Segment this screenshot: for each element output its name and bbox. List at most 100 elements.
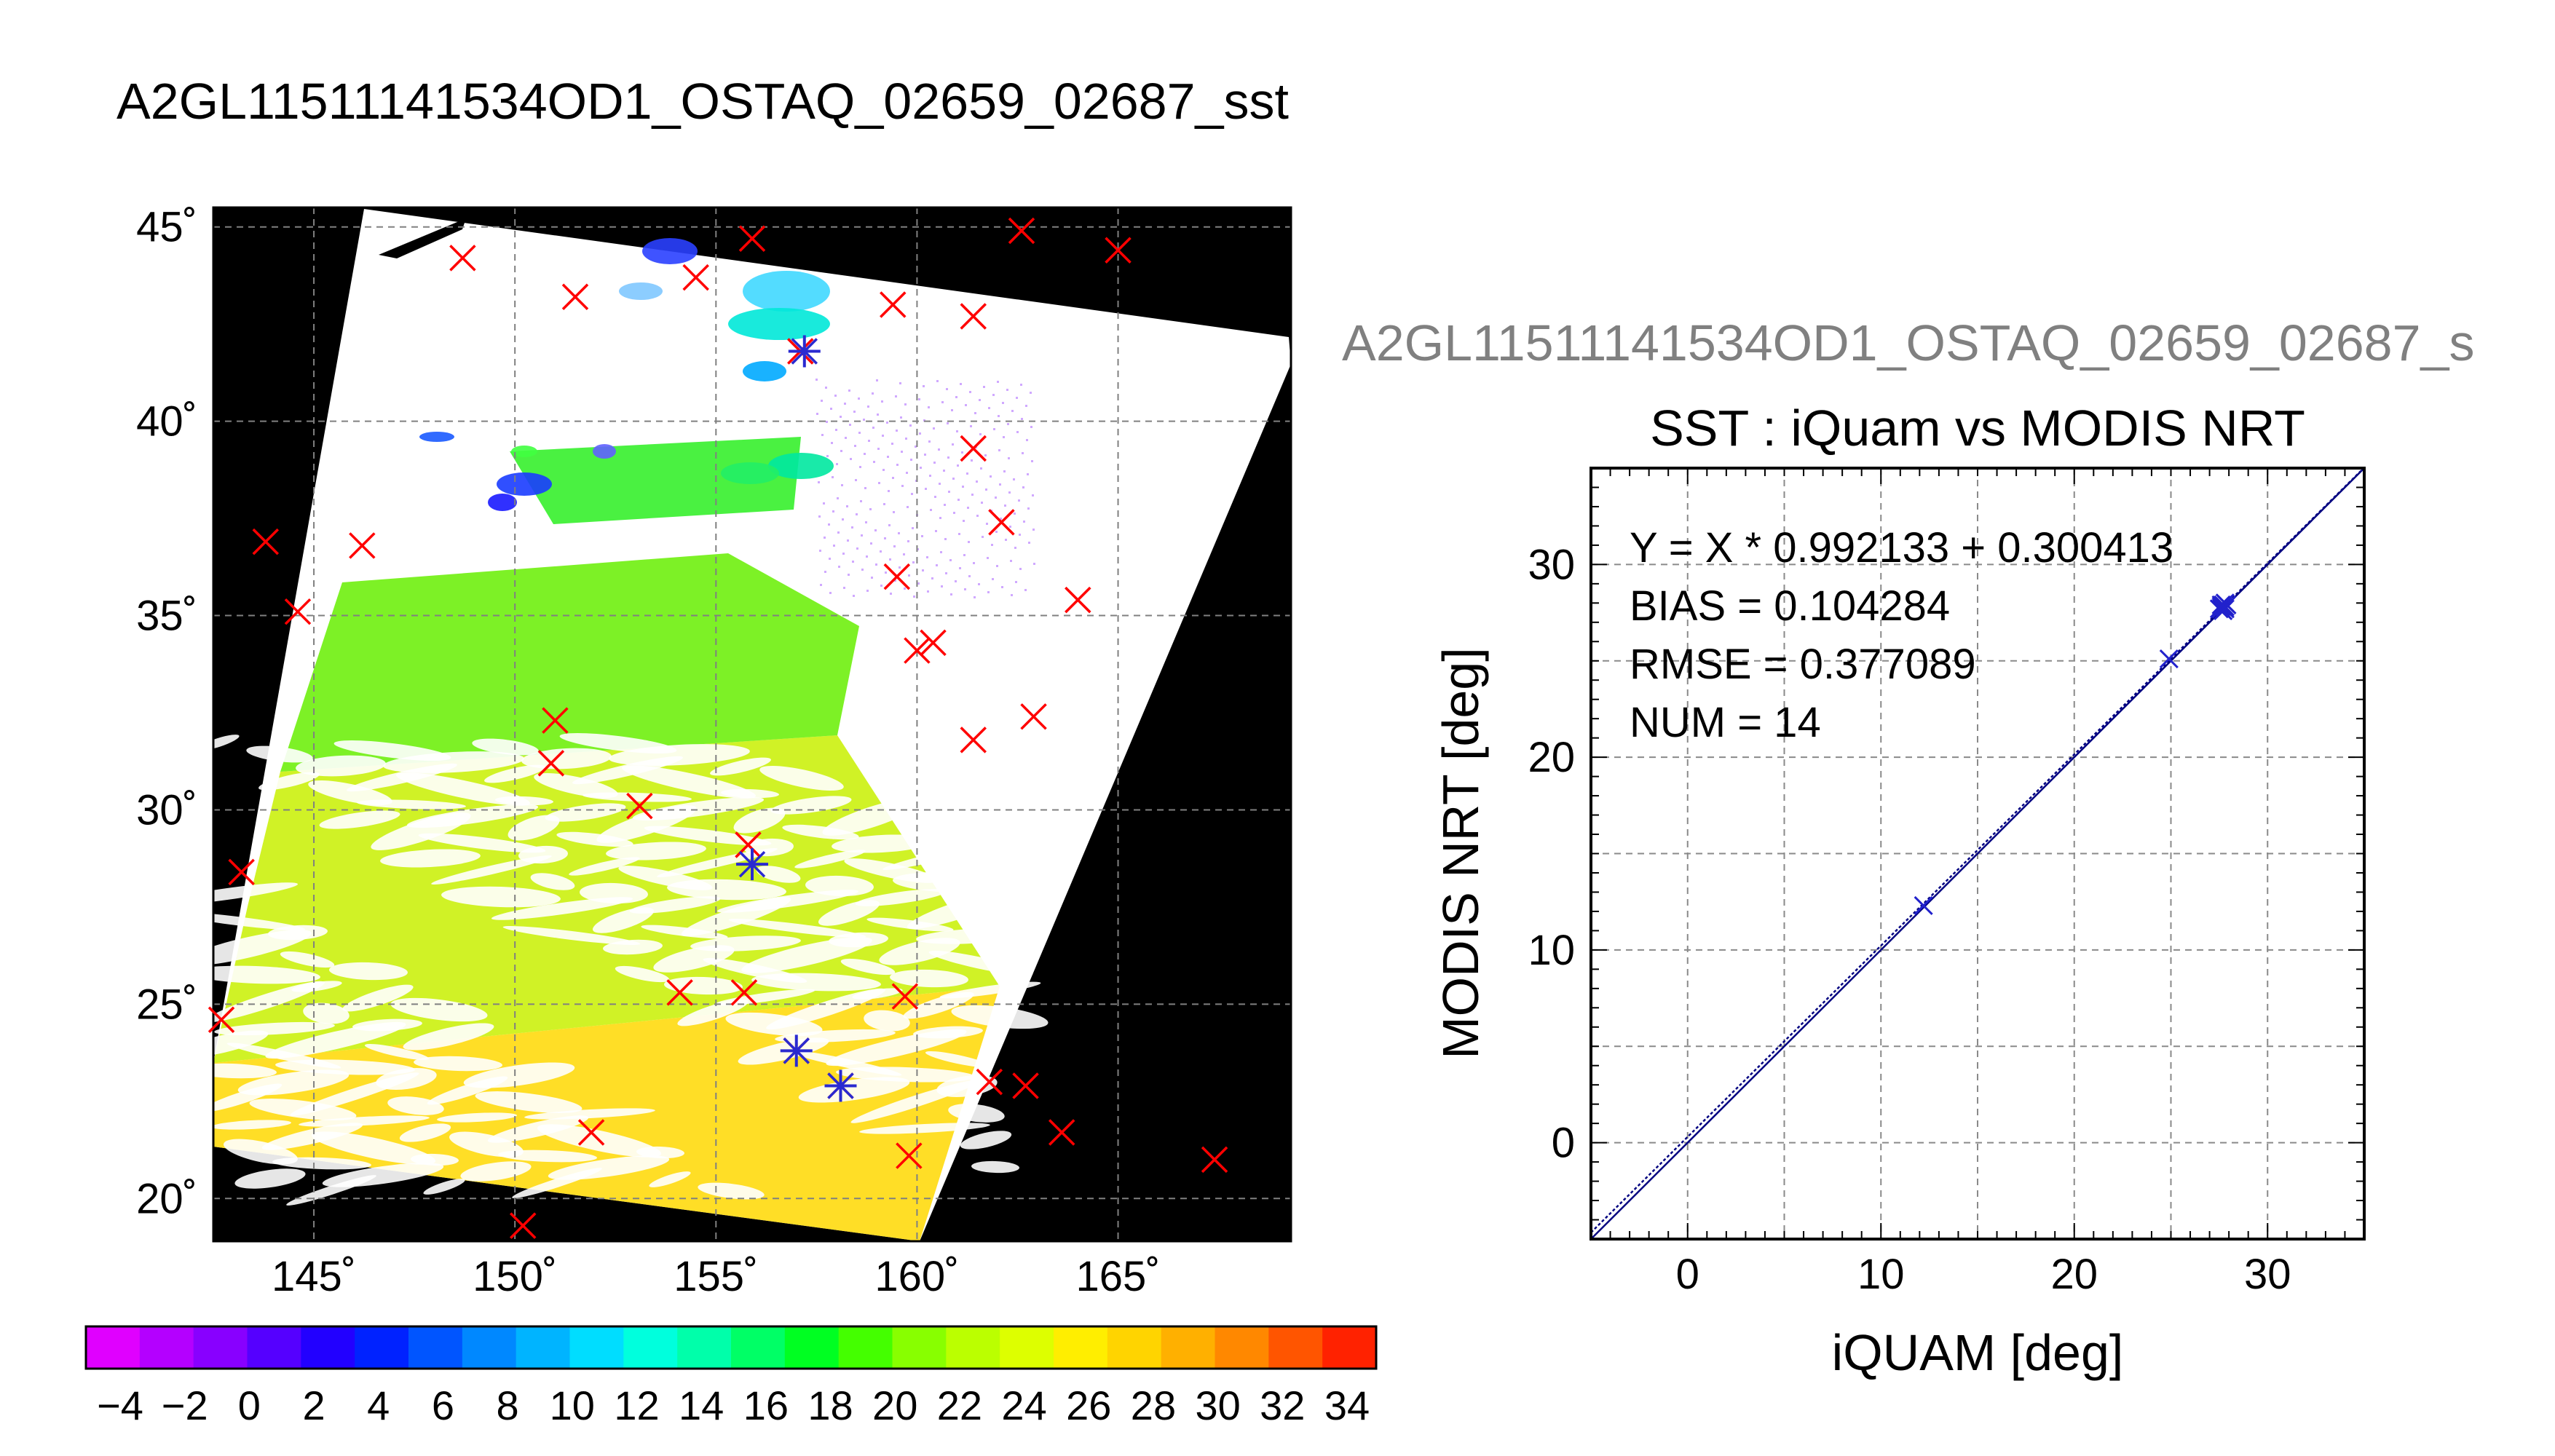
cloud-texture xyxy=(213,735,240,751)
sst-speckle xyxy=(990,475,992,478)
sst-speckle xyxy=(888,524,891,526)
sst-speckle xyxy=(866,590,869,592)
cloud-texture xyxy=(213,1063,277,1079)
sst-speckle xyxy=(963,554,965,556)
scatter-x-tick-label: 0 xyxy=(1676,1251,1699,1298)
sst-speckle xyxy=(970,425,972,427)
sst-speckle xyxy=(861,569,864,571)
sst-patch xyxy=(497,472,552,496)
cloud-texture xyxy=(677,999,749,1026)
sst-speckle xyxy=(984,454,987,456)
colorbar-cell xyxy=(408,1326,463,1369)
sst-speckle xyxy=(1030,426,1032,428)
sst-speckle xyxy=(890,593,892,595)
cloud-texture xyxy=(721,788,779,799)
sst-speckle xyxy=(919,432,921,435)
sst-speckle xyxy=(965,404,967,406)
map-marker-red xyxy=(1012,1072,1039,1099)
sst-speckle xyxy=(963,520,965,522)
cloud-texture xyxy=(903,992,974,1019)
map-marker-red xyxy=(1201,1146,1228,1174)
sst-speckle xyxy=(820,584,822,586)
colorbar-tick-label: 24 xyxy=(1001,1382,1046,1428)
sst-speckle xyxy=(898,532,900,534)
cloud-texture xyxy=(303,1002,350,1024)
sst-speckle xyxy=(891,443,893,445)
scatter-point xyxy=(2217,595,2237,615)
colorbar-tick-label: 2 xyxy=(302,1382,325,1428)
sst-speckle xyxy=(1016,431,1019,433)
sst-speckle xyxy=(837,531,840,534)
colorbar-tick-label: 18 xyxy=(807,1382,853,1428)
colorbar-cells xyxy=(86,1326,1377,1369)
scatter-x-tick-labels: 0 10 20 30 xyxy=(1676,1251,2291,1298)
colorbar-tick-label: −4 xyxy=(97,1382,143,1428)
sst-speckle xyxy=(877,448,880,450)
sst-speckle xyxy=(850,458,852,460)
map-marker-red xyxy=(730,979,758,1006)
cloud-texture xyxy=(948,1104,1005,1123)
sst-speckle xyxy=(909,424,912,427)
sst-speckle xyxy=(996,565,998,567)
cloud-texture xyxy=(521,748,612,769)
sst-speckle xyxy=(1028,542,1030,544)
cloud-texture xyxy=(364,1043,430,1061)
cloud-texture xyxy=(615,965,670,983)
main-title: A2GL11511141534OD1_OSTAQ_02659_02687_sst xyxy=(117,73,1289,130)
sst-patch xyxy=(419,432,454,442)
scatter-point xyxy=(2159,649,2179,669)
sst-speckle xyxy=(854,445,856,447)
map-marker-red xyxy=(920,629,947,657)
sst-speckle xyxy=(834,395,837,397)
cloud-texture xyxy=(716,890,859,913)
cloud-texture xyxy=(759,766,844,791)
map-marker-red xyxy=(976,1068,1003,1096)
land-mask xyxy=(379,218,466,258)
scatter-minor-ticks xyxy=(1591,468,2364,1239)
scatter-points xyxy=(1914,593,2237,916)
scatter-panel: A2GL11511141534OD1_OSTAQ_02659_02687_s S… xyxy=(1342,314,2474,1381)
scatter-gridlines xyxy=(1591,468,2364,1239)
cloud-texture xyxy=(431,855,552,885)
sst-speckle xyxy=(1009,526,1011,528)
scatter-annotation: Y = X * 0.992133 + 0.300413 xyxy=(1630,524,2173,571)
sst-speckle xyxy=(1004,505,1006,507)
sst-speckle xyxy=(917,548,919,550)
sst-speckle xyxy=(978,583,980,585)
sst-speckle xyxy=(843,587,845,589)
sst-speckle xyxy=(900,416,902,419)
sst-speckle xyxy=(988,407,990,409)
sst-speckle xyxy=(1032,529,1035,531)
colorbar-tick-label: 12 xyxy=(614,1382,659,1428)
sst-speckle xyxy=(912,561,915,563)
sst-speckle xyxy=(853,595,855,597)
sst-speckle xyxy=(976,515,979,517)
sst-patch xyxy=(743,271,830,312)
sst-speckle xyxy=(844,403,846,405)
sst-map-panel: 145˚ 150˚ 155˚ 160˚ 165˚ 20˚ 25˚ 30˚ 35˚ 40˚ 45˚ xyxy=(136,204,1292,1300)
sst-speckle xyxy=(821,400,823,402)
cloud-texture xyxy=(583,792,692,802)
cloud-texture xyxy=(414,1056,502,1072)
sst-speckle xyxy=(947,456,949,459)
scatter-x-tick-label: 10 xyxy=(1857,1251,1905,1298)
cloud-texture xyxy=(733,807,786,834)
map-marker-blue-cross xyxy=(827,1072,854,1099)
map-marker-red xyxy=(880,291,907,318)
map-x-tick-label: 145˚ xyxy=(272,1253,356,1300)
sst-speckle xyxy=(841,484,843,486)
map-marker-red xyxy=(561,283,589,311)
sst-speckle xyxy=(893,545,896,547)
sst-speckle xyxy=(968,541,970,543)
sst-speckle xyxy=(946,388,948,390)
sst-speckle xyxy=(926,556,928,558)
sst-speckle xyxy=(893,511,895,513)
sst-speckle xyxy=(947,422,949,424)
sst-speckle xyxy=(889,558,891,561)
cloud-texture xyxy=(775,1029,896,1043)
colorbar-cell xyxy=(355,1326,409,1369)
cloud-texture xyxy=(818,900,880,926)
sst-speckle xyxy=(1018,499,1020,502)
sst-speckle xyxy=(861,534,863,537)
cloud-texture xyxy=(928,950,1033,976)
